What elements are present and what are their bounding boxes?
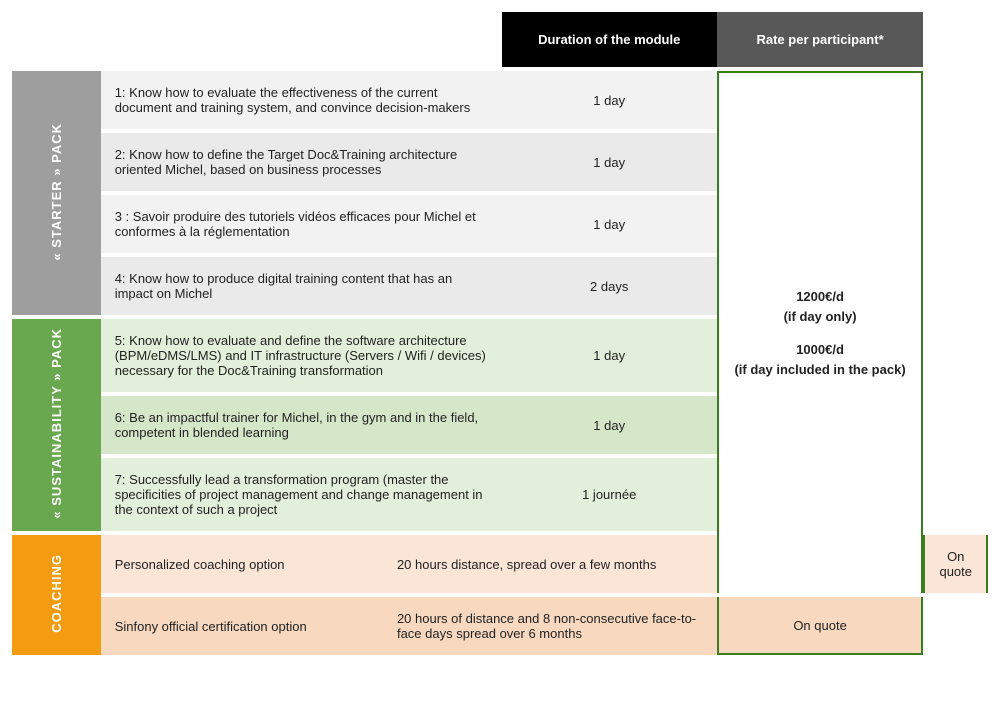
module-duration: 1 day xyxy=(502,133,717,191)
starter-pack-label-text: « STARTER » PACK xyxy=(49,123,64,261)
module-description: 4: Know how to produce digital training … xyxy=(101,257,502,315)
table-row: Sinfony official certification option 20… xyxy=(12,597,988,655)
rate-line: 1000€/d xyxy=(720,340,921,360)
header-duration: Duration of the module xyxy=(502,12,717,67)
table-header-row: Duration of the module Rate per particip… xyxy=(12,12,988,67)
rate-line: (if day included in the pack) xyxy=(720,360,921,380)
shared-rate-cell: 1200€/d (if day only) 1000€/d (if day in… xyxy=(717,71,924,593)
coaching-description: Personalized coaching option xyxy=(101,535,383,593)
coaching-duration: 20 hours distance, spread over a few mon… xyxy=(383,535,717,593)
module-duration: 2 days xyxy=(502,257,717,315)
coaching-duration: 20 hours of distance and 8 non-consecuti… xyxy=(383,597,717,655)
sustainability-pack-label-text: « SUSTAINABILITY » PACK xyxy=(49,328,64,519)
coaching-label: COACHING xyxy=(12,535,101,655)
coaching-rate: On quote xyxy=(923,535,988,593)
pricing-table: Duration of the module Rate per particip… xyxy=(12,12,988,655)
module-description: 6: Be an impactful trainer for Michel, i… xyxy=(101,396,502,454)
coaching-label-text: COACHING xyxy=(49,554,64,633)
module-description: 2: Know how to define the Target Doc&Tra… xyxy=(101,133,502,191)
module-duration: 1 journée xyxy=(502,458,717,531)
module-description: 5: Know how to evaluate and define the s… xyxy=(101,319,502,392)
module-duration: 1 day xyxy=(502,71,717,129)
coaching-rate: On quote xyxy=(717,597,924,655)
module-description: 1: Know how to evaluate the effectivenes… xyxy=(101,71,502,129)
rate-line: 1200€/d xyxy=(720,287,921,307)
header-blank xyxy=(12,12,502,67)
coaching-description: Sinfony official certification option xyxy=(101,597,383,655)
table-row: « STARTER » PACK 1: Know how to evaluate… xyxy=(12,71,988,129)
module-duration: 1 day xyxy=(502,319,717,392)
header-rate: Rate per participant* xyxy=(717,12,924,67)
module-duration: 1 day xyxy=(502,396,717,454)
sustainability-pack-label: « SUSTAINABILITY » PACK xyxy=(12,319,101,531)
module-duration: 1 day xyxy=(502,195,717,253)
module-description: 7: Successfully lead a transformation pr… xyxy=(101,458,502,531)
rate-line: (if day only) xyxy=(720,307,921,327)
rate-text: 1200€/d (if day only) 1000€/d (if day in… xyxy=(720,287,921,379)
module-description: 3 : Savoir produire des tutoriels vidéos… xyxy=(101,195,502,253)
starter-pack-label: « STARTER » PACK xyxy=(12,71,101,315)
